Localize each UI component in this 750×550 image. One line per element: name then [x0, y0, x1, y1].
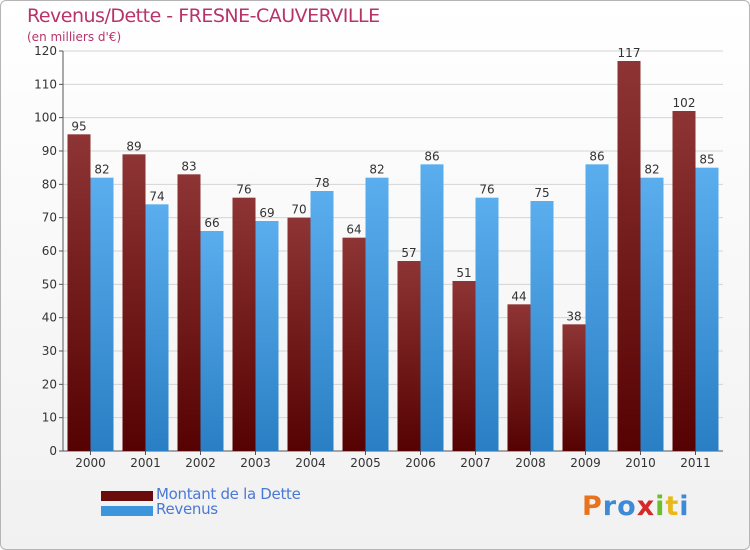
logo-letter: r: [602, 491, 618, 522]
chart-subtitle: (en milliers d'€): [27, 30, 122, 44]
x-tick-label: 2008: [515, 456, 546, 470]
bar-revenus: [640, 177, 664, 451]
bar-dette: [397, 261, 421, 451]
value-label-revenus: 76: [479, 183, 494, 197]
value-label-dette: 83: [181, 159, 196, 173]
value-label-revenus: 66: [204, 216, 219, 230]
bar-revenus: [310, 191, 334, 451]
value-label-revenus: 86: [424, 149, 439, 163]
value-label-dette: 76: [236, 183, 251, 197]
logo-letter: t: [665, 491, 680, 522]
x-tick-label: 2009: [570, 456, 601, 470]
bar-dette: [672, 111, 696, 451]
bars: [67, 61, 719, 452]
x-tick-label: 2011: [680, 456, 711, 470]
chart-title: Revenus/Dette - FRESNE-CAUVERVILLE: [27, 5, 380, 27]
value-label-revenus: 75: [534, 186, 549, 200]
value-label-revenus: 86: [589, 149, 604, 163]
y-tick-label: 50: [42, 277, 57, 291]
value-label-dette: 64: [346, 223, 361, 237]
bar-revenus: [420, 164, 444, 452]
y-tick-label: 60: [42, 244, 57, 258]
y-tick-label: 80: [42, 177, 57, 191]
x-tick-label: 2001: [130, 456, 161, 470]
logo-letter: x: [636, 491, 656, 522]
value-label-dette: 38: [566, 309, 581, 323]
y-tick-label: 10: [42, 411, 57, 425]
axes: 0 10 20 30 40 50 60 70 80 90 100 110 120 2000 2001 2002…: [34, 44, 723, 470]
x-tick-label: 2006: [405, 456, 436, 470]
bar-dette: [507, 304, 531, 451]
y-tick-label: 100: [34, 111, 57, 125]
logo-letter: o: [617, 491, 637, 522]
bar-revenus: [90, 177, 114, 451]
value-label-dette: 102: [673, 96, 696, 110]
legend-label-revenus: Revenus: [156, 500, 218, 518]
value-label-revenus: 74: [149, 189, 164, 203]
legend-label-dette: Montant de la Dette: [156, 485, 301, 503]
value-label-dette: 57: [401, 246, 416, 260]
proxiti-logo: Proxiti: [582, 491, 690, 522]
logo-letter: i: [679, 491, 690, 522]
value-label-revenus: 78: [314, 176, 329, 190]
y-tick-label: 40: [42, 311, 57, 325]
x-tick-label: 2010: [625, 456, 656, 470]
x-tick-label: 2007: [460, 456, 491, 470]
value-label-revenus: 85: [699, 153, 714, 167]
value-label-dette: 44: [511, 289, 526, 303]
bar-dette: [287, 217, 311, 451]
y-tick-label: 110: [34, 77, 57, 91]
value-label-dette: 117: [618, 46, 641, 60]
bar-revenus: [530, 201, 554, 451]
bar-revenus: [585, 164, 609, 452]
bar-dette: [562, 324, 586, 451]
y-tick-label: 90: [42, 144, 57, 158]
bar-dette: [177, 174, 201, 452]
bar-dette: [452, 281, 476, 451]
bar-dette: [67, 134, 91, 452]
y-tick-label: 20: [42, 377, 57, 391]
value-label-revenus: 82: [369, 163, 384, 177]
value-label-dette: 95: [71, 119, 86, 133]
value-label-revenus: 82: [644, 163, 659, 177]
bar-revenus: [145, 204, 169, 451]
value-label-revenus: 82: [94, 163, 109, 177]
bar-dette: [617, 61, 641, 451]
x-tick-label: 2003: [240, 456, 271, 470]
bar-revenus: [365, 177, 389, 451]
bar-revenus: [200, 231, 224, 451]
value-labels: 95 82 89 74 83 66 76 69 70 78 64 82 57 86 51 76 44 75 38 86…: [71, 46, 714, 323]
gridlines: [63, 50, 723, 452]
bar-revenus: [475, 197, 499, 451]
legend-swatch-dette: [101, 491, 153, 501]
legend-swatch-revenus: [101, 506, 153, 516]
bar-dette: [232, 197, 256, 451]
logo-letter: P: [582, 491, 603, 522]
bar-revenus: [255, 221, 279, 451]
value-label-revenus: 69: [259, 206, 274, 220]
value-label-dette: 70: [291, 203, 306, 217]
y-tick-label: 120: [34, 44, 57, 58]
x-tick-label: 2002: [185, 456, 216, 470]
x-tick-label: 2004: [295, 456, 326, 470]
bar-revenus: [695, 167, 719, 451]
y-tick-label: 0: [49, 444, 57, 458]
logo-letter: i: [655, 491, 666, 522]
x-tick-label: 2000: [75, 456, 106, 470]
bar-dette: [342, 237, 366, 451]
y-tick-label: 70: [42, 211, 57, 225]
value-label-dette: 89: [126, 139, 141, 153]
value-label-dette: 51: [456, 266, 471, 280]
bar-dette: [122, 154, 146, 452]
x-tick-label: 2005: [350, 456, 381, 470]
y-tick-label: 30: [42, 344, 57, 358]
